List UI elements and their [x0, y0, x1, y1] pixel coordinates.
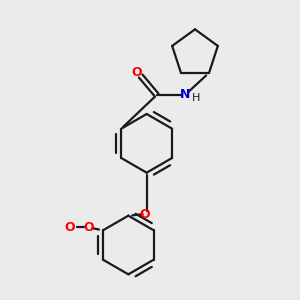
- Text: H: H: [191, 93, 200, 103]
- Text: O: O: [140, 208, 150, 220]
- Text: O: O: [131, 66, 142, 79]
- Text: O: O: [65, 221, 75, 234]
- Text: O: O: [83, 221, 94, 234]
- Text: N: N: [180, 88, 190, 101]
